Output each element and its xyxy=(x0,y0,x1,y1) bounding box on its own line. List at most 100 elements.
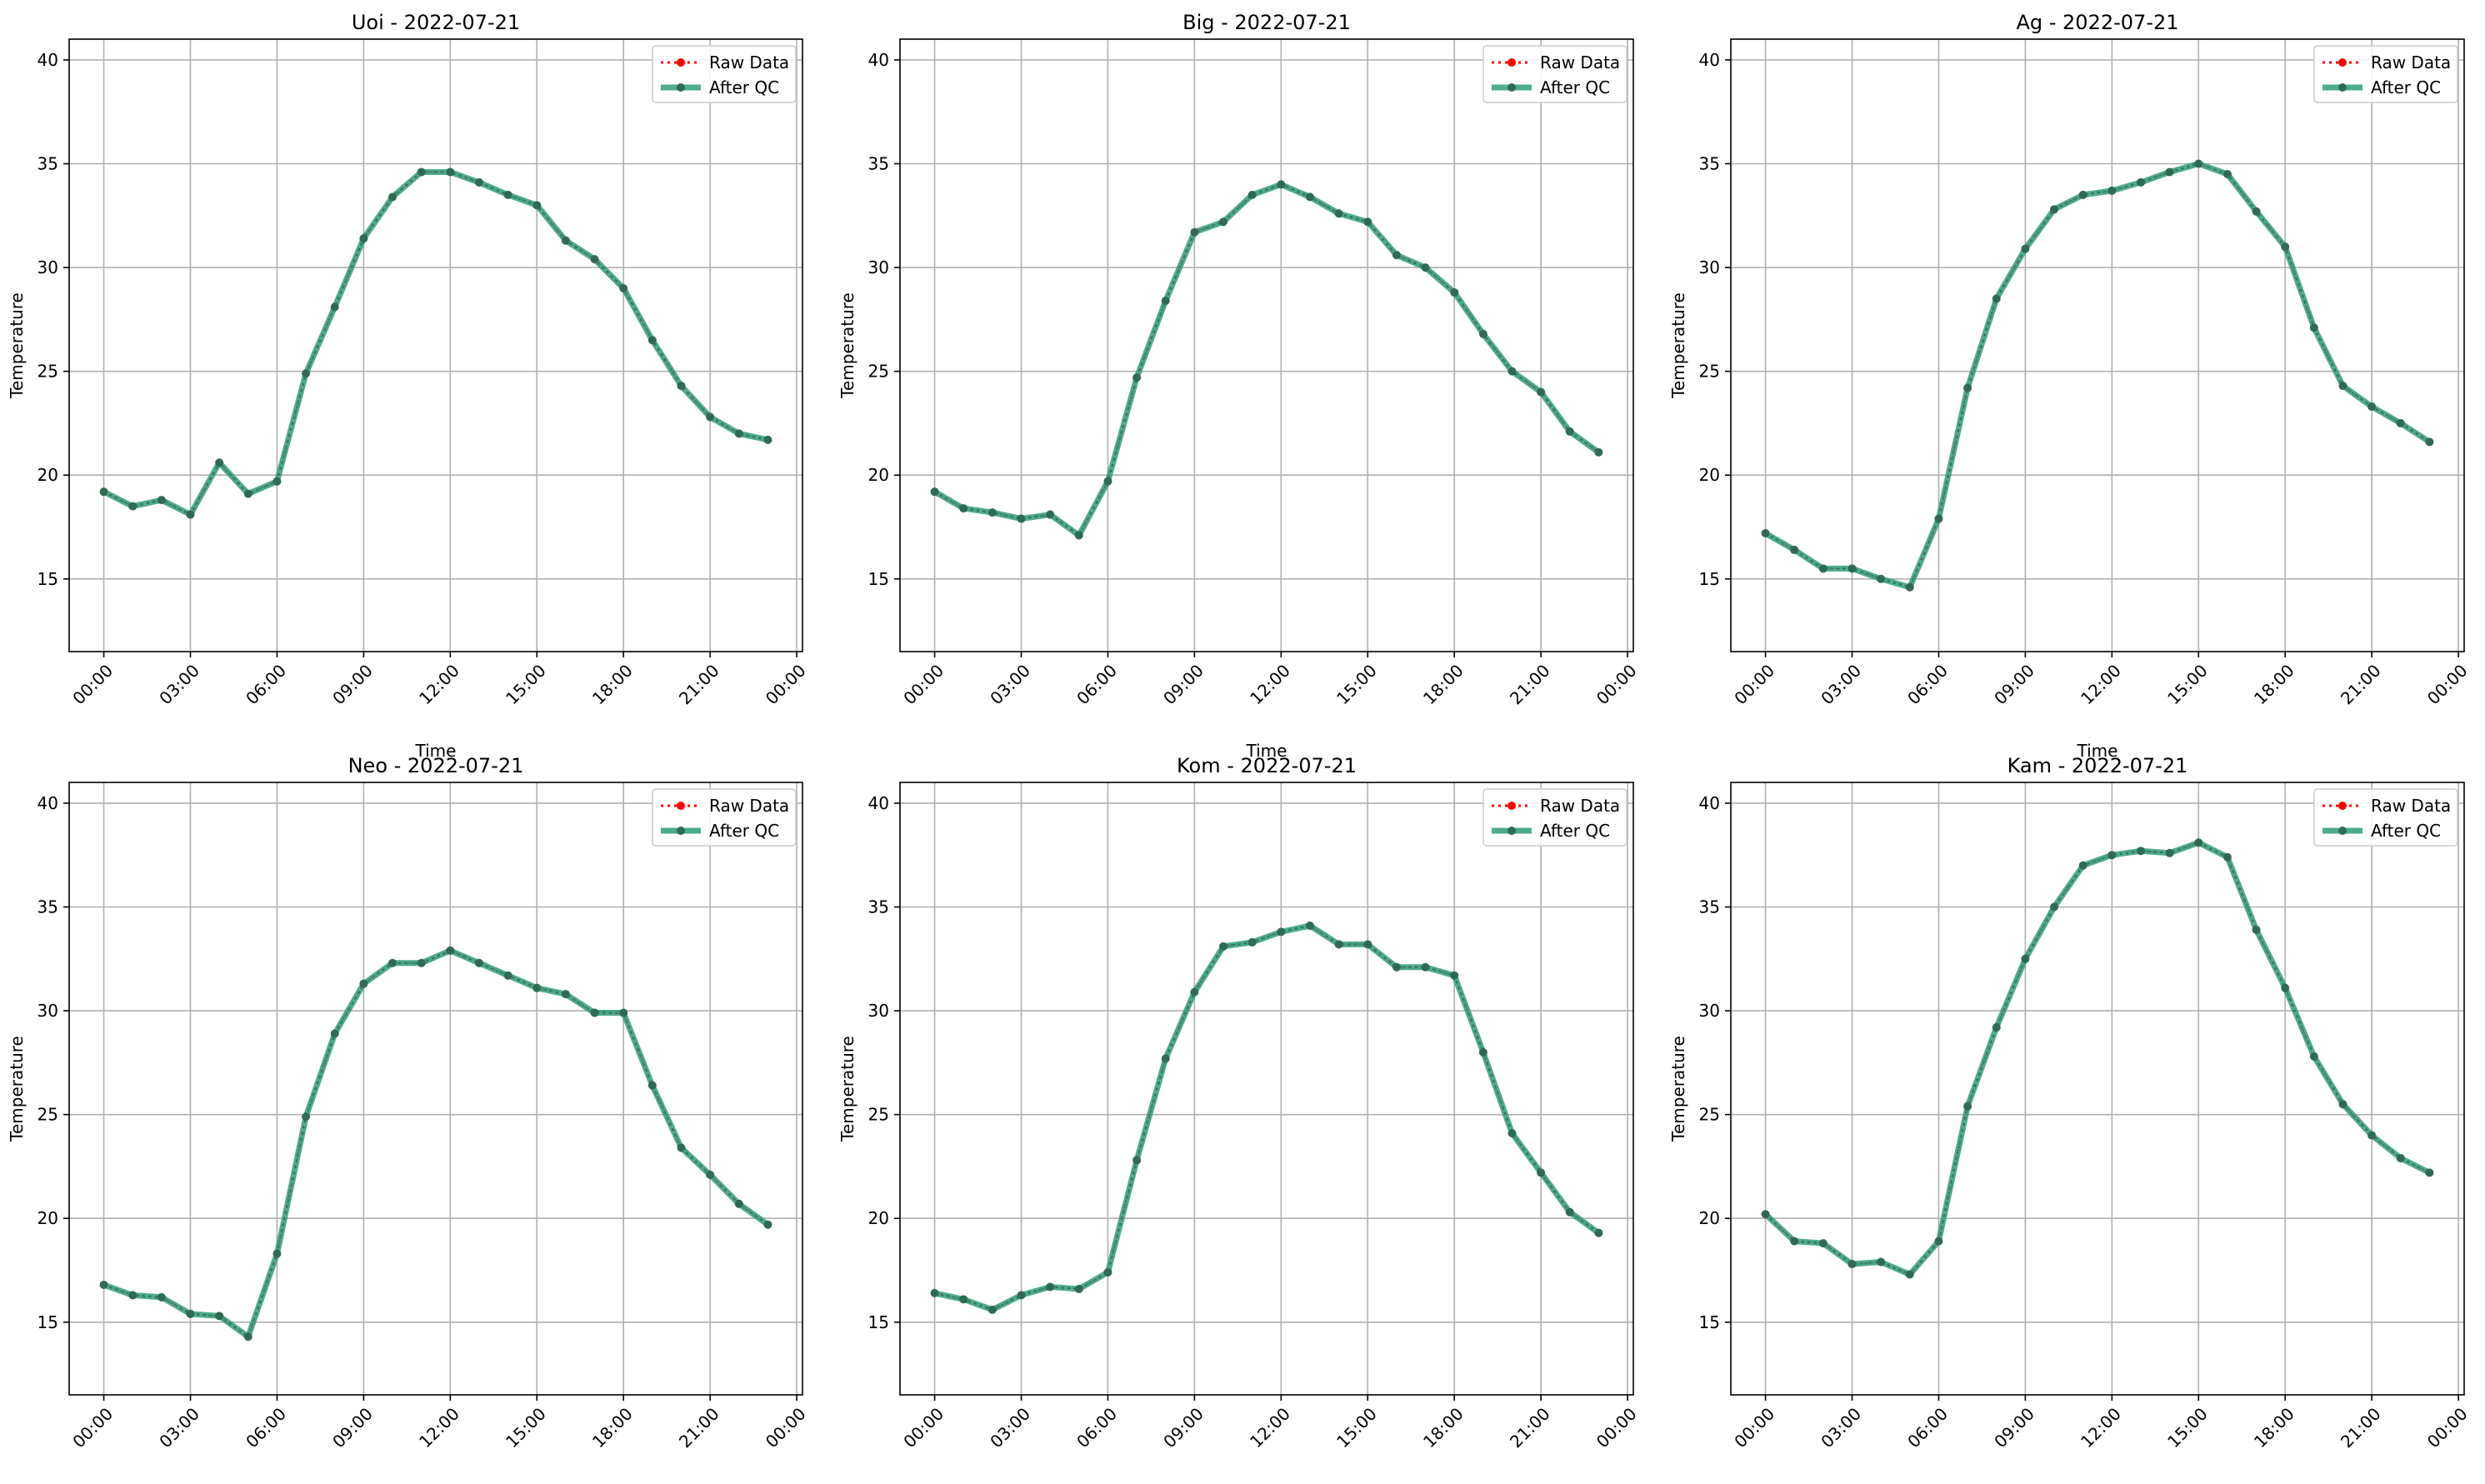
series-line-qc xyxy=(102,947,770,1340)
qc-data-point xyxy=(1790,1237,1799,1246)
qc-data-point xyxy=(1074,531,1083,540)
qc-data-point xyxy=(1392,251,1401,260)
qc-data-point xyxy=(561,236,570,245)
qc-data-point xyxy=(561,990,570,999)
legend-label-qc: After QC xyxy=(709,77,779,97)
y-tick-label: 25 xyxy=(1699,1105,1720,1125)
qc-data-point xyxy=(1103,477,1112,486)
legend-label-qc: After QC xyxy=(2371,77,2441,97)
qc-data-point xyxy=(1190,987,1199,997)
x-tick-label: 06:00 xyxy=(1903,661,1952,709)
series-line-overlay xyxy=(934,183,1600,537)
qc-data-point xyxy=(2396,1153,2405,1162)
series-line-overlay xyxy=(934,924,1600,1311)
y-tick-label: 30 xyxy=(868,1001,889,1021)
qc-data-point xyxy=(1992,294,2001,303)
y-axis-label: Temperature xyxy=(838,1036,858,1142)
qc-data-point xyxy=(2194,838,2203,847)
qc-data-point xyxy=(474,958,483,967)
axes-frame xyxy=(1730,782,2465,1396)
qc-data-point xyxy=(1848,564,1857,573)
legend-label-raw: Raw Data xyxy=(1540,52,1620,72)
x-axis-label: Time xyxy=(2077,741,2118,761)
y-tick-label: 35 xyxy=(38,897,58,917)
y-tick-label: 30 xyxy=(868,257,889,277)
qc-data-point xyxy=(1594,447,1603,457)
y-tick-label: 40 xyxy=(38,793,58,813)
qc-data-point xyxy=(1565,427,1574,436)
qc-data-point xyxy=(2222,852,2232,862)
x-tick-label: 00:00 xyxy=(762,1404,810,1452)
y-axis-label: Temperature xyxy=(7,1036,27,1142)
qc-data-point xyxy=(359,979,368,988)
y-tick-label: 25 xyxy=(38,362,58,382)
legend-marker-raw xyxy=(1508,58,1516,67)
qc-data-point xyxy=(2396,418,2405,427)
series-line-qc xyxy=(1763,160,2432,591)
x-tick-label: 09:00 xyxy=(1159,661,1208,709)
x-tick-label: 15:00 xyxy=(2163,1404,2212,1452)
qc-data-point xyxy=(734,1199,743,1208)
qc-data-point xyxy=(2165,167,2174,177)
qc-data-point xyxy=(1450,287,1459,297)
x-tick-label: 15:00 xyxy=(1332,661,1381,709)
qc-data-point xyxy=(1046,510,1055,519)
chart-panel: 00:00 03:00 06:00 09:00 12:00 15:00 18:00 21:00… xyxy=(1668,754,2472,1452)
x-tick-label: 09:00 xyxy=(1990,661,2038,709)
y-tick-label: 15 xyxy=(868,1312,889,1332)
x-tick-label: 15:00 xyxy=(1332,1404,1381,1452)
chart-title: Kom - 2022-07-21 xyxy=(1177,754,1357,777)
legend-marker-qc xyxy=(2338,827,2347,835)
qc-data-point xyxy=(2338,1100,2348,1109)
qc-data-point xyxy=(1992,1023,2001,1032)
y-tick-label: 15 xyxy=(1699,1312,1720,1332)
legend-marker-qc xyxy=(1508,83,1516,92)
qc-data-point xyxy=(128,502,138,511)
x-tick-label: 09:00 xyxy=(328,1404,377,1452)
x-tick-label: 03:00 xyxy=(155,1404,203,1452)
qc-data-point xyxy=(1277,927,1286,937)
x-tick-label: 21:00 xyxy=(675,1404,723,1452)
qc-data-point xyxy=(302,1112,311,1122)
qc-data-point xyxy=(677,1143,686,1152)
qc-data-point xyxy=(1305,921,1314,930)
axes-frame xyxy=(899,38,1634,652)
qc-data-point xyxy=(1934,1237,1943,1246)
chart-panel: 00:00 03:00 06:00 09:00 12:00 15:00 18:00 21:00… xyxy=(7,754,810,1452)
y-tick-label: 20 xyxy=(1699,1208,1720,1228)
x-tick-label: 12:00 xyxy=(415,1404,463,1452)
x-axis-label: Time xyxy=(1246,741,1288,761)
qc-data-point xyxy=(2309,323,2318,332)
qc-data-point xyxy=(1934,514,1943,523)
x-tick-label: 18:00 xyxy=(2250,1404,2298,1452)
y-tick-label: 40 xyxy=(868,50,889,70)
x-tick-label: 00:00 xyxy=(762,661,810,709)
x-tick-label: 12:00 xyxy=(2077,661,2125,709)
x-tick-label: 03:00 xyxy=(1817,1404,1865,1452)
legend-marker-qc xyxy=(677,827,685,835)
qc-data-point xyxy=(215,1312,224,1321)
qc-data-point xyxy=(2368,1131,2377,1140)
qc-data-point xyxy=(1963,383,1972,392)
qc-data-point xyxy=(243,489,252,498)
legend-marker-raw xyxy=(2338,802,2347,810)
x-tick-label: 03:00 xyxy=(155,661,203,709)
y-axis-label: Temperature xyxy=(838,292,858,399)
qc-data-point xyxy=(1877,574,1886,583)
qc-data-point xyxy=(930,487,939,497)
qc-data-point xyxy=(1334,209,1343,218)
qc-data-point xyxy=(157,1292,166,1302)
qc-data-point xyxy=(2425,437,2434,447)
x-tick-label: 03:00 xyxy=(1817,661,1865,709)
qc-data-point xyxy=(1478,1047,1488,1057)
legend-label-raw: Raw Data xyxy=(709,796,789,816)
qc-data-point xyxy=(1161,1054,1170,1063)
y-tick-label: 40 xyxy=(1699,793,1720,813)
qc-data-point xyxy=(2222,169,2232,178)
legend: Raw Data After QC xyxy=(1482,788,1628,847)
series-line-raw xyxy=(1764,162,2431,589)
qc-data-point xyxy=(330,1029,339,1038)
qc-data-point xyxy=(988,1305,997,1314)
qc-data-point xyxy=(243,1332,252,1342)
x-tick-label: 12:00 xyxy=(1246,1404,1294,1452)
